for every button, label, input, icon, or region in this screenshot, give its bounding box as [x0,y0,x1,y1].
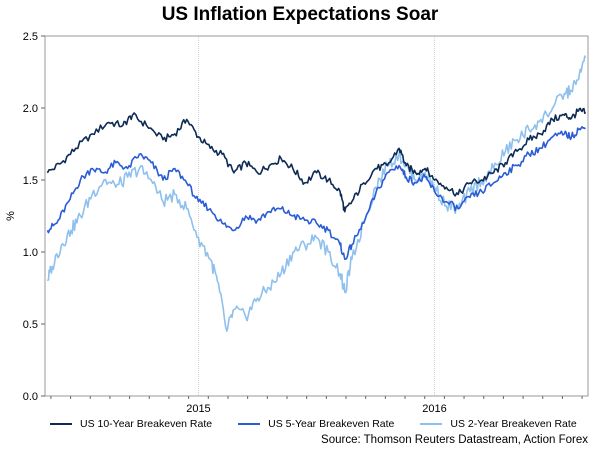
legend-item-5y: US 5-Year Breakeven Rate [238,418,394,430]
legend-swatch-2y [420,423,443,425]
chart-title: US Inflation Expectations Soar [161,4,439,25]
series-line-5y [46,126,586,260]
y-tick-label-1.0: 1.0 [23,247,38,259]
y-tick-label-2.5: 2.5 [23,31,38,43]
legend: US 10-Year Breakeven Rate US 5-Year Brea… [50,418,590,430]
source-note: Source: Thomson Reuters Datastream, Acti… [321,434,588,446]
y-tick-label-2.0: 2.0 [23,103,38,115]
series-line-10y [46,107,587,213]
legend-swatch-10y [50,423,72,425]
y-tick-label-1.5: 1.5 [23,175,38,187]
legend-item-2y: US 2-Year Breakeven Rate [420,418,577,430]
plot-frame [44,35,589,397]
series-line-2y [46,55,587,332]
x-tick-label-2016: 2016 [422,403,446,415]
x-tick-label-2015: 2015 [186,403,210,415]
y-tick-label-0.5: 0.5 [23,319,38,331]
legend-label-10y: US 10-Year Breakeven Rate [80,418,213,430]
y-tick-label-0.0: 0.0 [23,391,38,403]
legend-item-10y: US 10-Year Breakeven Rate [50,418,212,430]
legend-label-2y: US 2-Year Breakeven Rate [450,418,577,430]
legend-label-5y: US 5-Year Breakeven Rate [268,418,395,430]
legend-swatch-5y [238,423,261,425]
y-axis-label: % [5,211,17,221]
